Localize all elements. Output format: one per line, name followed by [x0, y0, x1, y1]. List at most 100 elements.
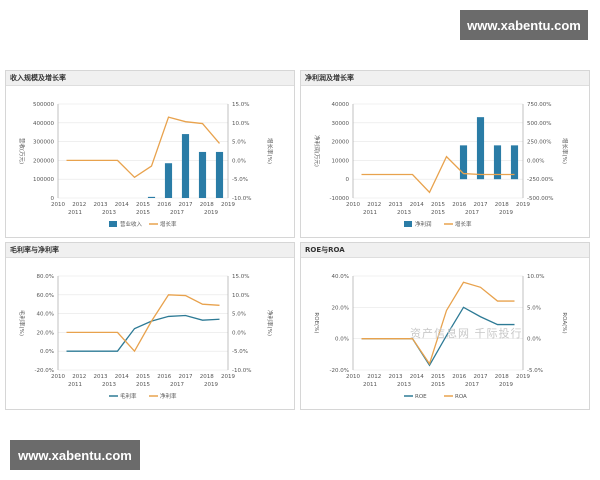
y-tick-label: -20.0% [35, 368, 54, 374]
y2-axis-title: 增长率(%) [561, 138, 569, 164]
y2-tick-label: -5.0% [527, 368, 543, 374]
chart-title: 净利润及增长率 [301, 71, 589, 86]
legend-swatch [404, 221, 412, 227]
y-axis-title: 营收(万元) [18, 138, 26, 164]
x-tick-label: 2014 [410, 374, 424, 380]
y2-tick-label: 15.0% [232, 274, 249, 280]
bar [164, 163, 173, 198]
y2-tick-label: -250.00% [527, 177, 553, 183]
x-tick-label: 2016 [157, 202, 171, 208]
legend-label: 毛利率 [120, 392, 137, 400]
y-tick-label: 500000 [33, 102, 54, 108]
y2-tick-label: -10.0% [232, 196, 251, 202]
x-tick-label: 2018 [495, 374, 509, 380]
y-axis-title: 净利润(万元) [313, 135, 321, 167]
x-tick-label: 2014 [115, 202, 129, 208]
x-tick-label: 2015 [136, 202, 150, 208]
roe-roa-chart: 40.0% 20.0% 0.0% -20.0% 10.0% 5.0% 0.0% -5.0% RO… [313, 274, 567, 400]
bar [198, 151, 207, 198]
x-tick-label: 2017 [179, 374, 193, 380]
bar [147, 196, 156, 198]
watermark-top: www.xabentu.com [460, 10, 588, 40]
x-tick-label: 2015 [431, 382, 445, 388]
y2-tick-label: 0.0% [527, 337, 541, 343]
x-tick-label: 2011 [68, 382, 82, 388]
bar [476, 117, 485, 180]
y-tick-label: 0 [51, 196, 55, 202]
margins-chart: 80.0% 60.0% 40.0% 20.0% 0.0% -20.0% 15.0% 10.0%… [18, 274, 274, 400]
x-tick-label: 2014 [410, 202, 424, 208]
x-tick-label: 2013 [397, 210, 411, 216]
y2-axis-title: 净利率(%) [266, 310, 274, 336]
x-tick-label: 2016 [157, 374, 171, 380]
x-tick-label: 2011 [363, 382, 377, 388]
x-tick-label: 2010 [51, 374, 65, 380]
x-tick-label: 2011 [68, 210, 82, 216]
x-tick-label: 2012 [367, 202, 381, 208]
legend-swatch [109, 221, 117, 227]
y-tick-label: 30000 [332, 121, 350, 127]
chart-panel-revenue: 收入规模及增长率 500000 400000 300000 200000 100000 0… [5, 70, 295, 238]
y-tick-label: 300000 [33, 140, 54, 146]
y2-tick-label: -5.0% [232, 349, 248, 355]
x-tick-label: 2015 [431, 202, 445, 208]
legend-label: 净利率 [160, 392, 177, 400]
y2-tick-label: 5.0% [232, 312, 246, 318]
y2-tick-label: -10.0% [232, 368, 251, 374]
x-tick-label: 2017 [465, 382, 479, 388]
series-line [361, 155, 515, 194]
bar [181, 134, 190, 198]
x-tick-label: 2019 [499, 210, 513, 216]
chart-title: 收入规模及增长率 [6, 71, 294, 86]
x-tick-label: 2017 [170, 210, 184, 216]
x-tick-label: 2013 [94, 374, 108, 380]
y2-tick-label: 500.00% [527, 121, 551, 127]
x-tick-label: 2013 [389, 374, 403, 380]
x-tick-label: 2015 [136, 210, 150, 216]
x-tick-label: 2019 [516, 374, 530, 380]
net-profit-chart: 40000 30000 20000 10000 0 -10000 750.00% 500.00… [313, 102, 569, 228]
x-tick-label: 2015 [431, 374, 445, 380]
y2-tick-label: 5.0% [232, 140, 246, 146]
chart-title: ROE与ROA [301, 243, 589, 258]
y-tick-label: 20.0% [37, 330, 54, 336]
x-tick-label: 2017 [474, 374, 488, 380]
x-tick-label: 2010 [51, 202, 65, 208]
x-tick-label: 2013 [397, 382, 411, 388]
x-tick-label: 2019 [221, 202, 235, 208]
x-tick-label: 2019 [221, 374, 235, 380]
x-tick-label: 2016 [452, 374, 466, 380]
y2-tick-label: 5.0% [527, 305, 541, 311]
y2-axis-title: ROA(%) [561, 312, 567, 333]
revenue-chart: 500000 400000 300000 200000 100000 0 15.0% 10.0… [18, 102, 274, 228]
y-tick-label: 100000 [33, 177, 54, 183]
y-tick-label: 200000 [33, 158, 54, 164]
legend-label: 增长率 [455, 220, 472, 228]
x-tick-label: 2019 [204, 210, 218, 216]
y-tick-label: 80.0% [37, 274, 54, 280]
x-tick-label: 2015 [136, 382, 150, 388]
x-tick-label: 2015 [431, 210, 445, 216]
y2-tick-label: 0.0% [232, 158, 246, 164]
chart-panel-roe-roa: ROE与ROA 40.0% 20.0% 0.0% -20.0% 10.0% 5.0% 0.0… [300, 242, 590, 410]
x-tick-label: 2010 [346, 374, 360, 380]
bar [510, 145, 519, 180]
x-tick-label: 2018 [200, 202, 214, 208]
y2-tick-label: -500.00% [527, 196, 553, 202]
y2-tick-label: 10.0% [232, 121, 249, 127]
x-tick-label: 2019 [516, 202, 530, 208]
y-tick-label: 0 [346, 177, 350, 183]
y2-tick-label: 750.00% [527, 102, 551, 108]
y2-tick-label: 0.00% [527, 158, 544, 164]
chart-panel-net-profit: 净利润及增长率 40000 30000 20000 10000 0 -10000 750.0… [300, 70, 590, 238]
y2-tick-label: 15.0% [232, 102, 249, 108]
y2-tick-label: 250.00% [527, 140, 551, 146]
x-tick-label: 2017 [465, 210, 479, 216]
y2-tick-label: 0.0% [232, 330, 246, 336]
y-tick-label: 40000 [332, 102, 350, 108]
y-tick-label: 20000 [332, 140, 350, 146]
x-tick-label: 2017 [474, 202, 488, 208]
x-tick-label: 2013 [102, 210, 116, 216]
x-tick-label: 2018 [495, 202, 509, 208]
y-axis-title: ROE(%) [313, 312, 319, 333]
